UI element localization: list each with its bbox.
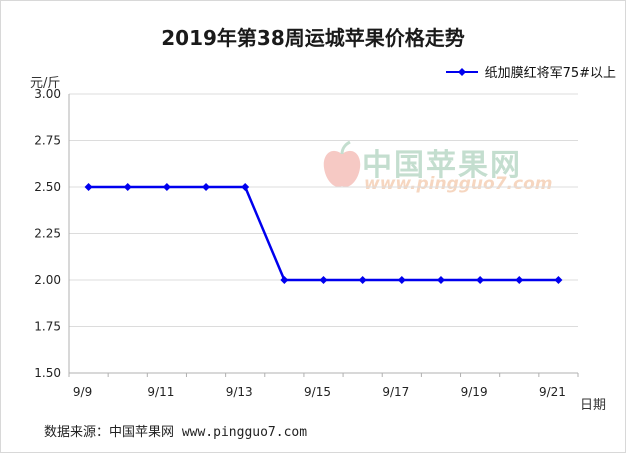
x-tick-label: 9/9: [73, 385, 92, 399]
data-point: [358, 276, 367, 284]
data-point: [241, 183, 250, 191]
chart-title: 2019年第38周运城苹果价格走势: [161, 26, 465, 50]
y-tick-label: 2.25: [34, 227, 61, 241]
legend-series-name: 纸加膜红将军75#以上: [484, 66, 616, 81]
watermark: 中国苹果网 www.pingguo7.com: [322, 140, 552, 196]
x-tick-labels: 9/9 9/11 9/13 9/15 9/17 9/19 9/21: [73, 385, 566, 399]
y-tick-label: 1.50: [34, 366, 61, 380]
data-point: [436, 276, 445, 284]
axes: [68, 94, 579, 377]
watermark-url: www.pingguo7.com: [364, 174, 553, 194]
data-point: [476, 276, 485, 284]
series: [84, 183, 563, 284]
data-point: [202, 183, 211, 191]
legend: 纸加膜红将军75#以上: [445, 62, 616, 81]
data-point: [397, 276, 406, 284]
x-tick-label: 9/21: [539, 385, 566, 399]
data-source: 数据来源：中国苹果网 www.pingguo7.com: [44, 425, 308, 440]
legend-line-marker-icon: [445, 67, 478, 76]
data-point: [319, 276, 328, 284]
data-point: [123, 183, 132, 191]
data-point: [280, 276, 289, 284]
y-tick-label: 2.50: [34, 180, 61, 194]
data-point: [554, 276, 563, 284]
apple-logo-icon: [323, 140, 361, 188]
y-tick-label: 2.75: [34, 134, 61, 148]
x-axis-label: 日期: [580, 398, 607, 413]
x-tick-label: 9/17: [382, 385, 409, 399]
x-tick-label: 9/15: [304, 385, 331, 399]
data-point: [84, 183, 93, 191]
y-tick-label: 3.00: [34, 87, 61, 101]
gridlines: [69, 93, 578, 327]
y-tick-label: 1.75: [34, 320, 61, 334]
y-tick-label: 2.00: [34, 273, 61, 287]
x-tick-label: 9/19: [461, 385, 488, 399]
watermark-name: 中国苹果网: [362, 148, 522, 183]
data-point: [162, 183, 171, 191]
y-axis-label: 元/斤: [30, 76, 61, 91]
x-tick-label: 9/13: [226, 385, 253, 399]
y-tick-labels: 1.50 1.75 2.00 2.25 2.50 2.75 3.00: [34, 87, 61, 380]
x-tick-label: 9/11: [147, 385, 174, 399]
data-point: [515, 276, 524, 284]
